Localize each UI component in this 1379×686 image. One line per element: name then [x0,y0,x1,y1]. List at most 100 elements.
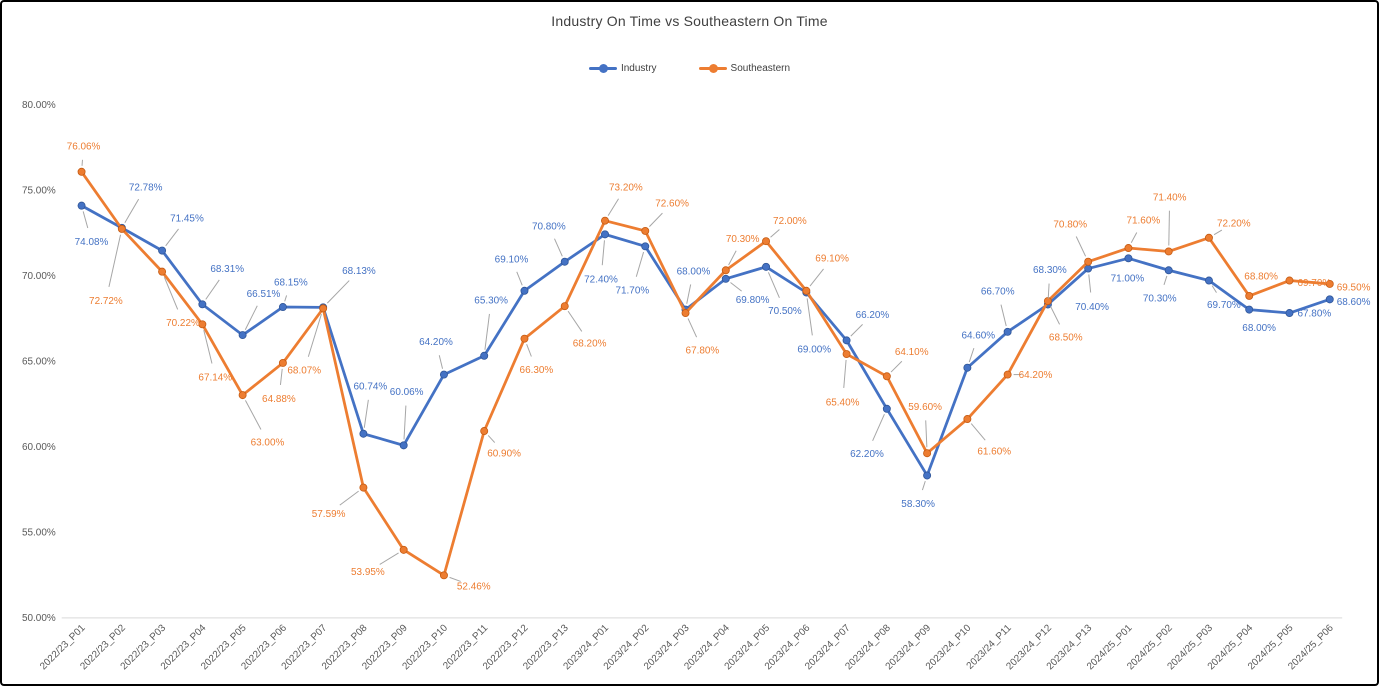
southeastern-point [762,237,771,246]
southeastern-point [1124,244,1133,253]
industry-point [842,336,851,345]
southeastern-data-label: 67.14% [198,372,232,383]
legend: Industry Southeastern [2,63,1377,74]
industry-data-label: 60.06% [390,387,424,398]
southeastern-point [1084,257,1093,266]
industry-data-label: 69.80% [736,295,770,306]
southeastern-point [439,571,448,580]
southeastern-data-label: 63.00% [251,437,285,448]
industry-label-leader-line [635,251,645,277]
industry-data-label: 69.10% [495,254,529,265]
southeastern-data-label: 71.60% [1126,216,1160,227]
legend-item-southeastern[interactable]: Southeastern [698,63,791,74]
industry-data-label: 66.70% [981,287,1015,298]
southeastern-data-label: 70.30% [726,234,760,245]
southeastern-point [923,449,932,458]
southeastern-label-leader-line [770,229,780,238]
southeastern-data-label: 57.59% [312,509,346,520]
industry-data-label: 68.15% [274,278,308,289]
industry-data-label: 70.40% [1075,302,1109,313]
industry-label-leader-line [730,282,742,292]
southeastern-point [117,224,126,233]
southeastern-data-label: 72.20% [1217,218,1251,229]
industry-point [198,300,207,309]
southeastern-data-label: 69.70% [1297,278,1331,289]
southeastern-label-leader-line [890,360,903,373]
industry-label-leader-line [601,240,605,266]
southeastern-label-leader-line [843,359,847,388]
industry-label-leader-line [921,480,926,491]
southeastern-data-label: 59.60% [908,402,942,413]
southeastern-data-label: 72.72% [89,296,123,307]
southeastern-label-leader-line [607,198,619,216]
southeastern-point [238,391,247,400]
industry-point [560,257,569,266]
industry-data-label: 72.40% [584,275,618,286]
industry-label-leader-line [1163,275,1168,286]
legend-label-southeastern: Southeastern [730,63,791,74]
industry-point [520,286,529,295]
industry-data-label: 68.13% [342,266,376,277]
southeastern-label-leader-line [567,310,583,332]
industry-data-label: 69.70% [1207,300,1241,311]
y-axis-label: 65.00% [22,356,56,367]
industry-data-label: 65.30% [474,296,508,307]
industry-point [1245,305,1254,314]
southeastern-label-leader-line [1168,210,1170,246]
industry-data-label: 69.00% [797,345,831,356]
industry-data-label: 70.80% [532,221,566,232]
industry-label-leader-line [850,324,863,337]
chart-title: Industry On Time vs Southeastern On Time [551,13,828,29]
southeastern-point [77,167,86,176]
southeastern-point [520,334,529,343]
southeastern-label-leader-line [339,490,359,506]
southeastern-label-leader-line [487,435,496,443]
southeastern-data-label: 66.30% [520,365,554,376]
southeastern-data-label: 64.88% [262,394,296,405]
southeastern-label-leader-line [279,368,283,385]
southeastern-label-leader-line [1130,232,1138,244]
y-axis-label: 60.00% [22,442,56,453]
southeastern-label-leader-line [970,423,986,441]
southeastern-point [842,350,851,359]
industry-data-label: 60.74% [354,381,388,392]
industry-data-label: 71.45% [170,213,204,224]
southeastern-label-leader-line [1213,229,1223,236]
southeastern-data-label: 68.80% [1244,272,1278,283]
industry-label-leader-line [554,238,563,257]
southeastern-data-label: 70.80% [1053,219,1087,230]
industry-point [1325,295,1334,304]
industry-data-label: 68.60% [1337,297,1371,308]
southeastern-point [359,483,368,492]
southeastern-data-label: 68.50% [1049,332,1083,343]
southeastern-data-label: 73.20% [609,182,643,193]
industry-label-leader-line [363,399,369,428]
industry-data-label: 64.20% [419,337,453,348]
industry-label-leader-line [872,414,885,441]
southeastern-point [1285,276,1294,285]
southeastern-label-leader-line [163,276,179,310]
industry-label-leader-line [1088,274,1092,293]
southeastern-label-leader-line [809,268,824,287]
southeastern-label-leader-line [379,552,399,565]
industry-label-leader-line [968,347,975,363]
southeastern-point [1003,370,1012,379]
industry-data-label: 68.00% [1242,323,1276,334]
industry-point [399,441,408,450]
industry-data-label: 58.30% [901,499,935,510]
industry-label-leader-line [244,305,258,330]
industry-point [641,242,650,251]
southeastern-label-leader-line [728,250,737,266]
legend-item-industry[interactable]: Industry [588,63,657,74]
southeastern-data-label: 65.40% [826,397,860,408]
industry-point [1164,266,1173,275]
southeastern-data-label: 53.95% [351,567,385,578]
industry-point [1124,254,1133,263]
industry-point [882,404,891,413]
southeastern-label-leader-line [649,212,663,227]
industry-data-label: 70.30% [1143,294,1177,305]
southeastern-data-label: 72.00% [773,216,807,227]
southeastern-data-label: 69.10% [815,253,849,264]
